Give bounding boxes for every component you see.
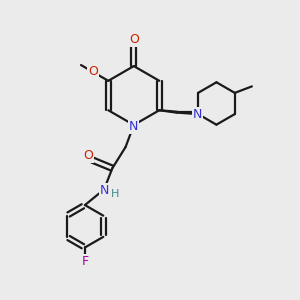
Text: N: N: [129, 120, 139, 133]
Text: N: N: [193, 108, 202, 121]
Text: O: O: [83, 149, 93, 162]
Text: N: N: [100, 184, 109, 197]
Text: F: F: [81, 255, 88, 268]
Text: O: O: [129, 33, 139, 46]
Text: O: O: [88, 65, 98, 78]
Text: H: H: [111, 189, 119, 199]
